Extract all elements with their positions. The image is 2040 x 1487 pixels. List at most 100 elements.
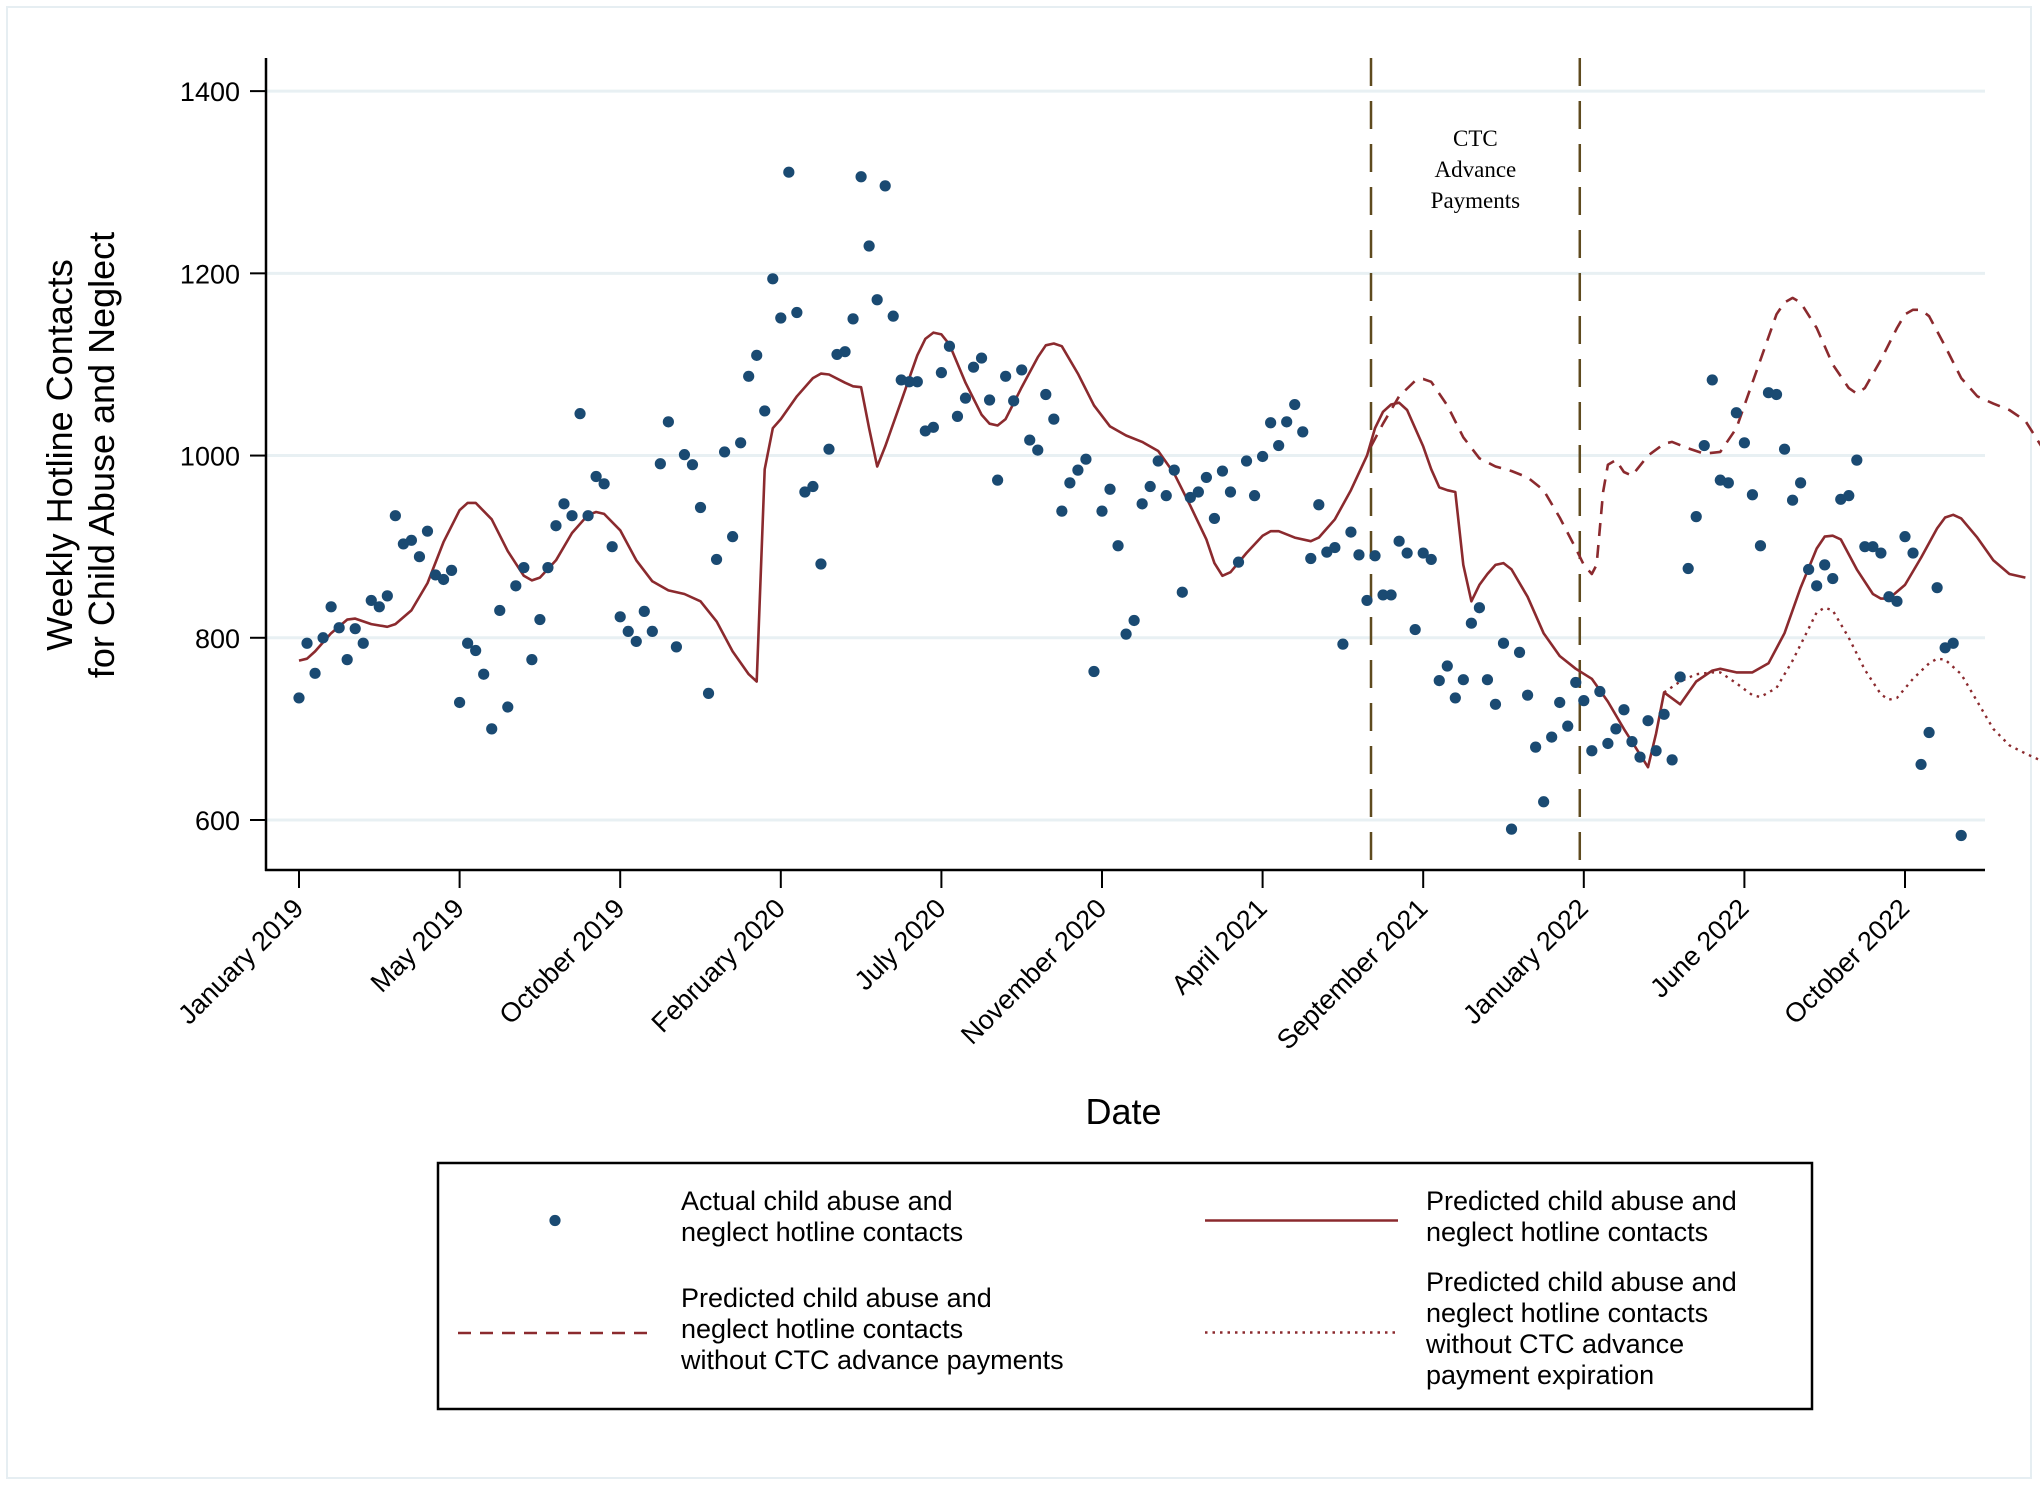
data-point	[1144, 480, 1156, 493]
data-point	[1851, 454, 1863, 466]
data-point	[1570, 676, 1582, 689]
axes	[264, 58, 1985, 872]
data-point	[1337, 638, 1349, 650]
legend-marker-point	[549, 1214, 561, 1227]
y-tick-label: 1400	[180, 77, 240, 107]
data-point	[1433, 675, 1445, 687]
data-point	[847, 313, 859, 325]
data-point	[1265, 417, 1277, 429]
data-point	[646, 625, 658, 638]
data-point	[1690, 511, 1702, 523]
data-point	[1120, 628, 1132, 640]
actual-points	[293, 166, 1967, 842]
data-point	[702, 687, 715, 699]
data-point	[325, 601, 337, 613]
data-point	[349, 623, 361, 635]
data-point	[879, 180, 891, 192]
x-tick-label: July 2020	[849, 893, 952, 996]
data-point	[614, 611, 626, 623]
y-tick-label: 800	[195, 624, 240, 654]
data-point	[1401, 547, 1413, 559]
data-point	[1345, 526, 1357, 538]
prediction-lines	[298, 296, 2040, 769]
data-point	[1706, 374, 1718, 386]
data-point	[542, 562, 554, 574]
data-point	[1080, 453, 1092, 465]
data-point	[1586, 745, 1598, 757]
data-point	[1786, 494, 1799, 506]
data-point	[670, 641, 683, 653]
data-point	[767, 273, 779, 285]
y-ticks: 600 800 1000 1200 1400	[180, 77, 266, 836]
legend-label: neglect hotline contacts	[1426, 1298, 1708, 1328]
data-point	[1024, 434, 1036, 446]
data-point	[735, 437, 747, 449]
data-point	[1072, 464, 1084, 476]
data-point	[678, 449, 691, 461]
data-point	[1369, 550, 1381, 562]
data-point	[1481, 674, 1494, 686]
data-point	[1096, 505, 1108, 517]
data-point	[341, 654, 353, 666]
x-ticks: January 2019 May 2019 October 2019 February…	[172, 870, 1915, 1055]
data-point	[413, 551, 426, 563]
data-point	[478, 668, 490, 680]
data-point	[1305, 552, 1317, 565]
data-point	[1682, 562, 1694, 575]
data-point	[1008, 395, 1020, 407]
data-point	[1088, 665, 1100, 678]
data-point	[839, 346, 851, 358]
data-point	[1538, 796, 1550, 808]
data-point	[1168, 464, 1180, 476]
legend-label: neglect hotline contacts	[681, 1314, 963, 1344]
data-point	[534, 613, 546, 626]
x-tick-label: February 2020	[646, 893, 791, 1038]
annotation-line: Advance	[1435, 157, 1517, 182]
data-point	[1602, 737, 1614, 750]
data-point	[1859, 541, 1871, 553]
data-point	[1650, 745, 1662, 757]
data-point	[1811, 580, 1823, 592]
data-point	[1770, 388, 1783, 401]
data-point	[967, 361, 980, 373]
data-point	[1048, 413, 1060, 425]
data-point	[1626, 736, 1638, 748]
ctc-period-lines	[1369, 58, 1582, 870]
data-point	[1666, 754, 1678, 766]
data-point	[1297, 426, 1309, 438]
data-point	[823, 443, 835, 455]
data-point	[1313, 499, 1325, 511]
data-point	[1064, 477, 1076, 489]
x-tick-label: November 2020	[955, 893, 1112, 1050]
data-point	[1184, 491, 1196, 504]
data-point	[1192, 486, 1204, 498]
data-point	[566, 510, 578, 522]
x-tick-label: October 2019	[494, 893, 631, 1030]
data-point	[1417, 547, 1429, 559]
data-point	[558, 498, 570, 510]
data-point	[1465, 617, 1477, 629]
series-line-dotted	[1663, 606, 2040, 762]
data-point	[1000, 370, 1012, 382]
data-point	[1674, 671, 1686, 683]
data-point	[992, 474, 1004, 486]
data-point	[421, 525, 434, 537]
data-point	[630, 635, 642, 648]
data-point	[1827, 572, 1839, 585]
data-point	[1891, 595, 1903, 607]
data-point	[1112, 540, 1124, 552]
data-point	[1152, 455, 1164, 467]
data-point	[389, 510, 401, 522]
data-point	[1594, 685, 1606, 698]
annotation-line: Payments	[1431, 188, 1520, 213]
data-point	[333, 622, 345, 634]
data-point	[1875, 547, 1887, 559]
data-point	[1425, 553, 1437, 566]
data-point	[1361, 594, 1373, 607]
data-point	[1843, 490, 1855, 502]
data-point	[1208, 512, 1221, 525]
data-point	[1955, 829, 1967, 842]
